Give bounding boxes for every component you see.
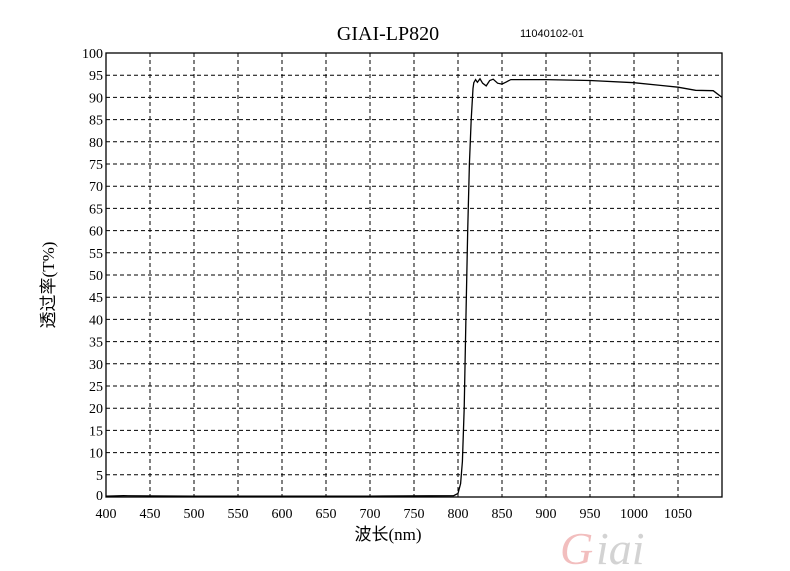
y-tick-label: 15 <box>89 424 103 439</box>
y-tick-label: 10 <box>89 447 103 462</box>
x-tick-label: 700 <box>360 507 381 522</box>
x-tick-label: 800 <box>448 507 469 522</box>
y-tick-label: 90 <box>89 91 103 106</box>
x-tick-label: 1000 <box>620 507 648 522</box>
x-tick-label: 650 <box>316 507 337 522</box>
x-tick-label: 750 <box>404 507 425 522</box>
logo-watermark: G iai <box>560 523 645 571</box>
y-tick-label: 25 <box>89 380 103 395</box>
chart-title: GIAI-LP820 <box>337 23 439 45</box>
plot-frame <box>105 52 723 498</box>
y-tick-label: 50 <box>89 269 103 284</box>
series-line <box>105 77 723 497</box>
y-tick-label: 40 <box>89 313 103 328</box>
y-tick-label: 85 <box>89 114 103 129</box>
y-tick-label: 35 <box>89 336 103 351</box>
x-tick-label: 450 <box>140 507 161 522</box>
y-tick-label: 80 <box>89 136 103 151</box>
y-tick-label: 5 <box>96 469 103 484</box>
x-tick-label: 400 <box>96 507 117 522</box>
svg-text:iai: iai <box>596 523 645 571</box>
y-tick-label: 70 <box>89 180 103 195</box>
x-tick-label: 600 <box>272 507 293 522</box>
y-axis-label: 透过率(T%) <box>39 242 58 329</box>
y-tick-label: 75 <box>89 158 103 173</box>
y-tick-label: 95 <box>89 69 103 84</box>
chart-subtitle: 11040102-01 <box>520 28 584 40</box>
svg-text:G: G <box>560 523 593 571</box>
x-tick-label: 550 <box>228 507 249 522</box>
y-tick-label: 55 <box>89 247 103 262</box>
y-tick-label: 20 <box>89 402 103 417</box>
y-tick-label: 45 <box>89 291 103 306</box>
y-tick-label: 65 <box>89 202 103 217</box>
x-tick-label: 1050 <box>664 507 692 522</box>
x-axis-label: 波长(nm) <box>354 525 421 544</box>
y-tick-label: 60 <box>89 225 103 240</box>
x-tick-label: 500 <box>184 507 205 522</box>
y-tick-label: 0 <box>96 489 103 504</box>
x-tick-label: 850 <box>492 507 513 522</box>
y-tick-label: 100 <box>82 47 103 62</box>
y-tick-label: 30 <box>89 358 103 373</box>
x-tick-label: 900 <box>536 507 557 522</box>
x-tick-label: 950 <box>580 507 601 522</box>
